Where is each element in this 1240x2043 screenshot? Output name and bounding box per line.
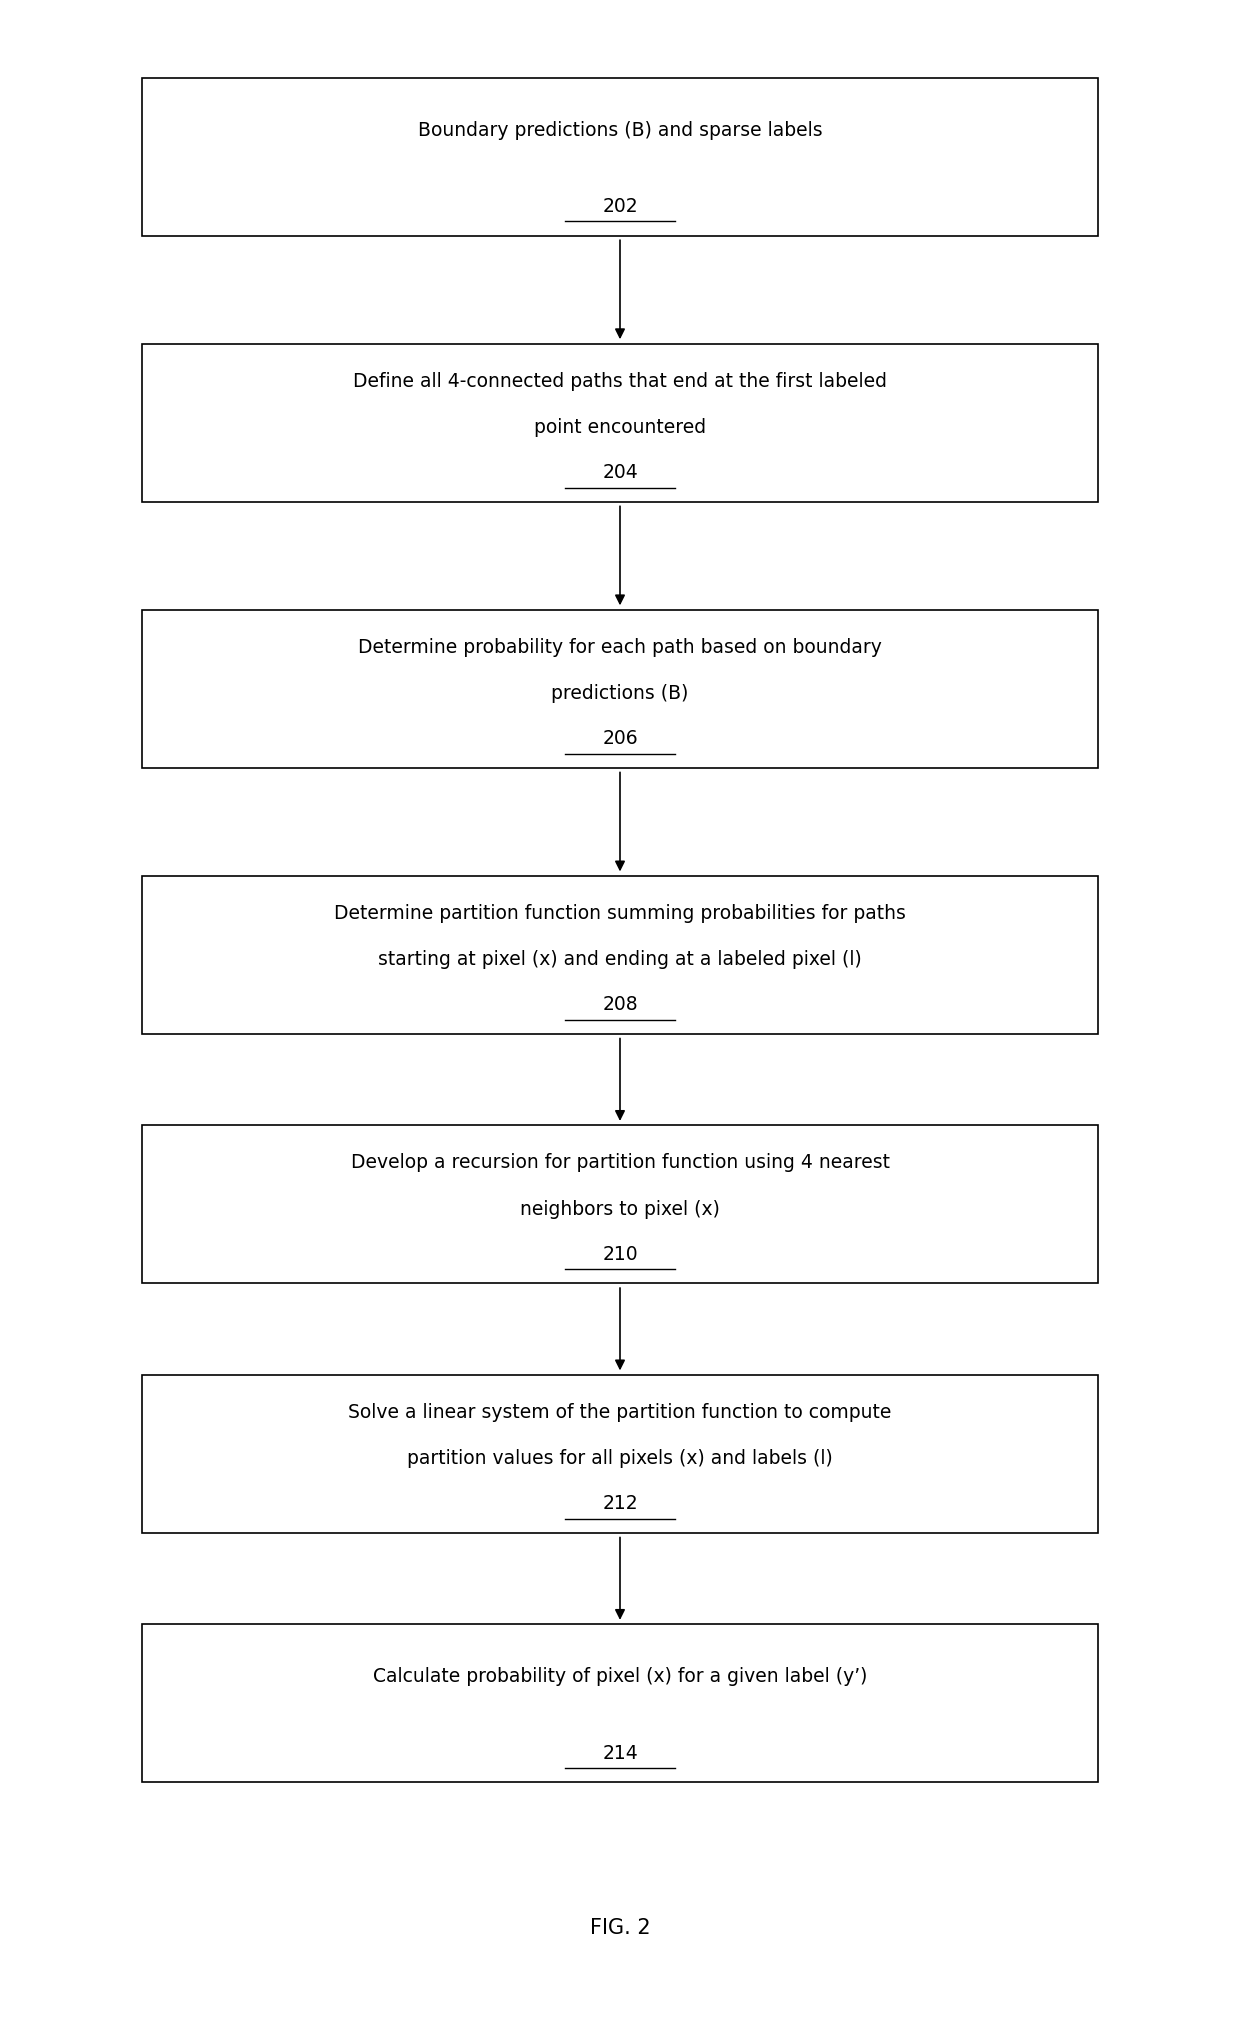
Text: Calculate probability of pixel (x) for a given label (y’): Calculate probability of pixel (x) for a… — [373, 1667, 867, 1685]
Text: 206: 206 — [603, 729, 637, 748]
FancyBboxPatch shape — [141, 343, 1099, 503]
Text: Boundary predictions (B) and sparse labels: Boundary predictions (B) and sparse labe… — [418, 121, 822, 139]
Text: 208: 208 — [603, 995, 637, 1015]
Text: point encountered: point encountered — [534, 419, 706, 437]
Text: 214: 214 — [603, 1745, 637, 1763]
Text: partition values for all pixels (x) and labels (l): partition values for all pixels (x) and … — [407, 1448, 833, 1469]
Text: Solve a linear system of the partition function to compute: Solve a linear system of the partition f… — [348, 1404, 892, 1422]
Text: starting at pixel (x) and ending at a labeled pixel (l): starting at pixel (x) and ending at a la… — [378, 950, 862, 970]
Text: Determine partition function summing probabilities for paths: Determine partition function summing pro… — [334, 903, 906, 923]
FancyBboxPatch shape — [141, 876, 1099, 1034]
Text: neighbors to pixel (x): neighbors to pixel (x) — [520, 1199, 720, 1220]
Text: Determine probability for each path based on boundary: Determine probability for each path base… — [358, 637, 882, 656]
FancyBboxPatch shape — [141, 611, 1099, 768]
Text: 210: 210 — [603, 1244, 637, 1265]
FancyBboxPatch shape — [141, 1126, 1099, 1283]
Text: Develop a recursion for partition function using 4 nearest: Develop a recursion for partition functi… — [351, 1154, 889, 1173]
FancyBboxPatch shape — [141, 1375, 1099, 1532]
Text: Define all 4-connected paths that end at the first labeled: Define all 4-connected paths that end at… — [353, 372, 887, 390]
Text: FIG. 2: FIG. 2 — [590, 1918, 650, 1939]
Text: predictions (B): predictions (B) — [552, 684, 688, 703]
FancyBboxPatch shape — [141, 78, 1099, 235]
FancyBboxPatch shape — [141, 1624, 1099, 1781]
Text: 204: 204 — [603, 464, 637, 482]
Text: 212: 212 — [603, 1493, 637, 1514]
Text: 202: 202 — [603, 196, 637, 217]
